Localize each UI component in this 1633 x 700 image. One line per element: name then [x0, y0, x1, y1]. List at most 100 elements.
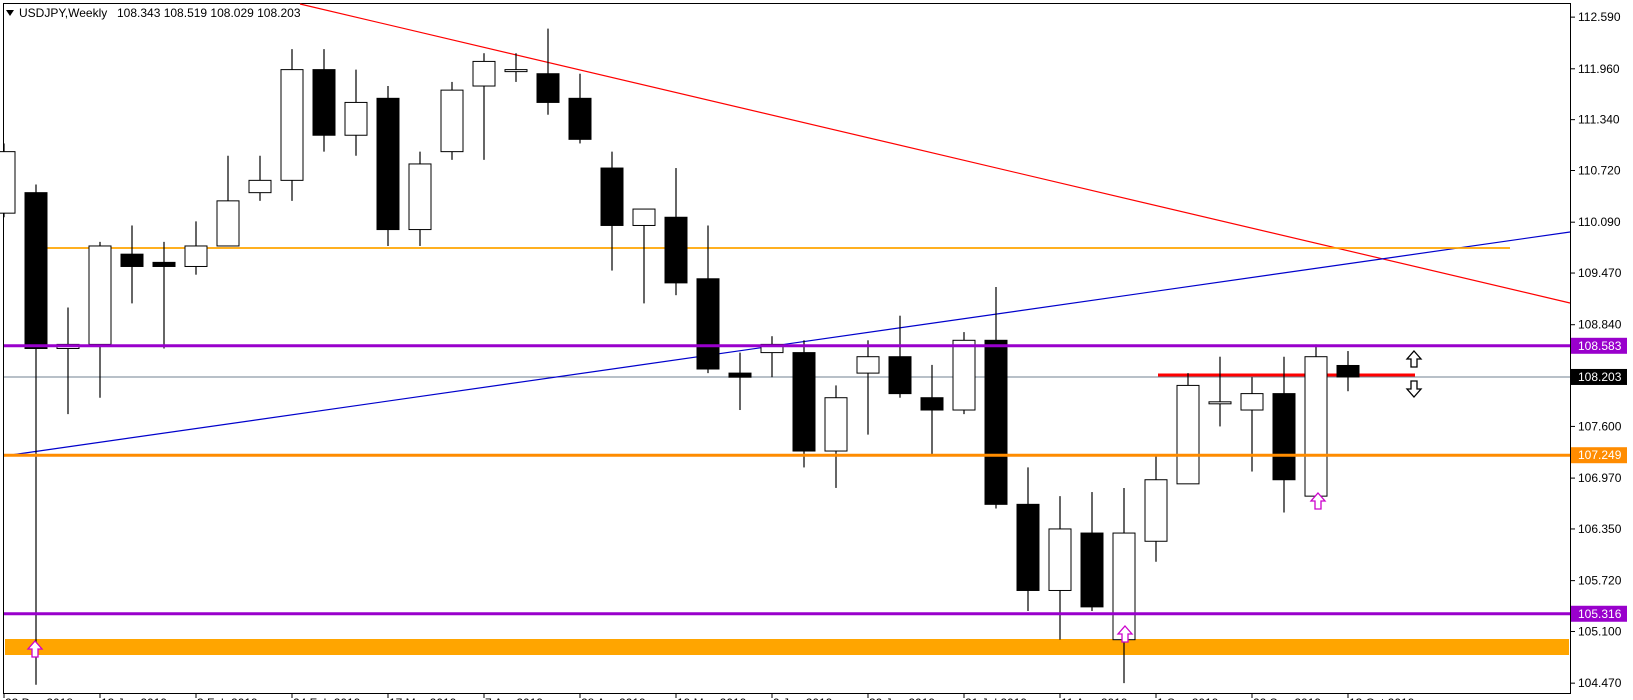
candle — [248, 155, 272, 201]
candle-body-bearish — [1272, 393, 1296, 481]
header-symbol: USDJPY,Weekly — [19, 6, 107, 20]
candle-body-bearish — [792, 352, 816, 452]
y-tick-label: 108.840 — [1578, 318, 1622, 332]
y-tick-label: 105.720 — [1578, 574, 1622, 588]
candle-body-bearish — [568, 97, 592, 140]
blue-ascending-trendline[interactable] — [3, 231, 1571, 457]
candle-body-bullish — [1112, 532, 1136, 641]
y-tick-label: 111.960 — [1578, 62, 1620, 76]
candle-body-bearish — [24, 192, 48, 349]
y-tick-label: 110.720 — [1578, 164, 1621, 178]
candle — [952, 332, 976, 415]
trendline-layer — [3, 3, 1571, 457]
levels-layer — [4, 344, 1570, 616]
candle — [1272, 356, 1296, 513]
y-tick-label: 110.090 — [1578, 215, 1621, 229]
x-tick-label: 3 Feb 2019 — [197, 696, 258, 700]
candle — [1144, 455, 1168, 562]
candle-body-bullish — [408, 163, 432, 231]
candle-body-bullish — [504, 69, 528, 73]
candle-body-bearish — [312, 69, 336, 136]
price-level-tag-label: 105.316 — [1578, 607, 1622, 621]
x-tick-label: 22 Sep 2019 — [1253, 696, 1321, 700]
candle-body-bullish — [952, 339, 976, 411]
candle-body-bearish — [1336, 364, 1360, 378]
time-axis: 23 Dec 2018 13 Jan 2019 3 Feb 2019 24 Feb 2… — [3, 693, 1415, 700]
price-axis: 112.590 111.960 111.340 110.720 110.090 109.4… — [1570, 10, 1627, 690]
candle — [792, 340, 816, 468]
candle — [824, 385, 848, 488]
price-level-tag — [1571, 605, 1627, 622]
candle — [536, 28, 560, 115]
x-tick-label: 30 Jun 2019 — [869, 696, 935, 700]
current-price-tag-label: 108.203 — [1578, 370, 1622, 384]
support-zone-band — [5, 639, 1569, 655]
candle-body-bearish — [376, 97, 400, 231]
down-arrow-icon — [1405, 380, 1423, 398]
candle-body-bullish — [824, 397, 848, 452]
candle-body-bullish — [280, 69, 304, 181]
candle-body-bullish — [1176, 384, 1200, 485]
candle — [24, 184, 48, 685]
x-tick-label: 13 Jan 2019 — [101, 696, 167, 700]
red-descending-trendline[interactable] — [299, 3, 1571, 304]
candle-body-bullish — [344, 101, 368, 136]
price-level-tag — [1571, 337, 1627, 354]
candle-body-bullish — [0, 151, 16, 214]
candle-body-bearish — [1080, 532, 1104, 608]
candle-body-bearish — [1016, 503, 1040, 591]
y-tick-label: 112.590 — [1578, 10, 1621, 24]
x-tick-label: 13 Oct 2019 — [1349, 696, 1415, 700]
support-zone-layer — [5, 639, 1569, 655]
y-tick-label: 106.970 — [1578, 471, 1622, 485]
candle — [1336, 351, 1360, 392]
candles-layer — [0, 28, 1360, 685]
candle-body-bearish — [696, 278, 720, 370]
price-level-tag — [1571, 447, 1627, 464]
x-tick-label: 7 Apr 2019 — [485, 696, 543, 700]
candle — [280, 49, 304, 201]
candle-body-bearish — [120, 253, 144, 267]
y-tick-label: 109.470 — [1578, 266, 1622, 280]
x-tick-label: 28 Apr 2019 — [581, 696, 646, 700]
current-price-tag — [1571, 368, 1627, 385]
candle — [312, 49, 336, 152]
candle-body-bullish — [1048, 528, 1072, 591]
candle — [408, 151, 432, 246]
candle — [344, 69, 368, 156]
candle — [632, 208, 656, 304]
candle-body-bullish — [216, 200, 240, 247]
up-arrow-icon — [1405, 350, 1423, 368]
candle — [120, 225, 144, 304]
x-tick-label: 17 Mar 2019 — [389, 696, 457, 700]
candle-body-bullish — [632, 208, 656, 226]
candle — [1176, 373, 1200, 485]
candle — [888, 315, 912, 398]
x-tick-label: 24 Feb 2019 — [293, 696, 361, 700]
candle — [600, 151, 624, 271]
candle — [920, 364, 944, 456]
candle-body-bullish — [856, 356, 880, 374]
plot-frame — [3, 3, 1571, 694]
candle — [664, 168, 688, 296]
candle-body-bullish — [1304, 356, 1328, 497]
candle-body-bullish — [184, 245, 208, 267]
x-tick-label: 23 Dec 2018 — [5, 696, 73, 700]
candle-body-bearish — [728, 372, 752, 378]
up-arrow-icon — [1116, 625, 1134, 643]
candle-body-bearish — [664, 216, 688, 284]
header-ohlc: 108.343 108.519 108.029 108.203 — [117, 6, 301, 20]
candle — [376, 86, 400, 246]
candle-body-bearish — [152, 261, 176, 267]
candle-body-bullish — [1240, 393, 1264, 411]
y-tick-label: 105.100 — [1578, 624, 1622, 638]
candle — [216, 155, 240, 247]
candle-body-bullish — [88, 245, 112, 345]
candle — [184, 221, 208, 275]
candle — [0, 143, 16, 218]
candle-body-bullish — [1144, 479, 1168, 542]
header-triangle-icon[interactable] — [6, 10, 14, 16]
candle-body-bullish — [440, 89, 464, 153]
